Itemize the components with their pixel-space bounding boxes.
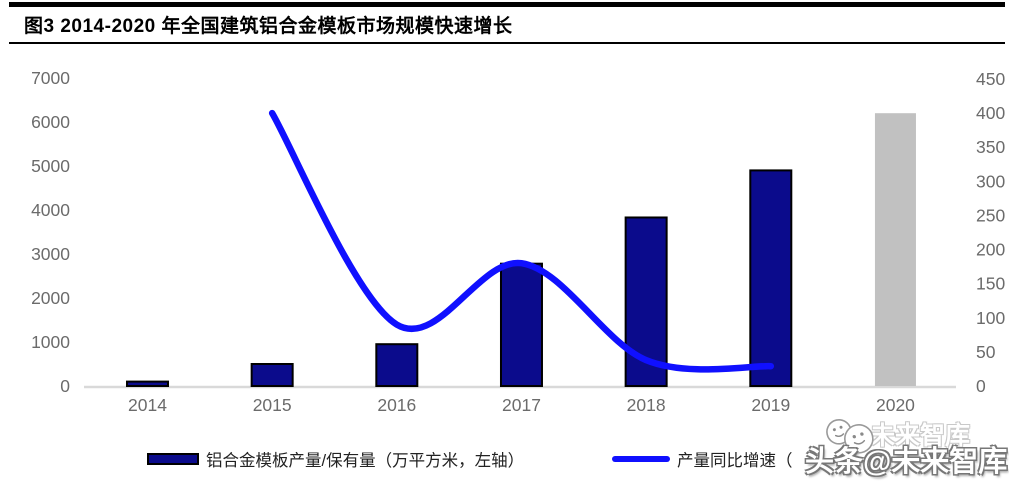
x-axis-tick-label: 2018 xyxy=(627,395,666,415)
x-axis-tick-label: 2014 xyxy=(128,395,167,415)
title-bottom-rule xyxy=(9,42,1005,44)
title-top-rule xyxy=(9,2,1005,7)
left-axis-tick-label: 2000 xyxy=(31,288,70,308)
legend-item-line: 产量同比增速（ xyxy=(612,447,793,471)
left-axis-tick-label: 4000 xyxy=(31,200,70,220)
bar-legend-swatch xyxy=(147,453,199,465)
legend-item-bars: 铝合金模板产量/保有量（万平方米，左轴） xyxy=(147,447,524,471)
production-bar xyxy=(250,363,294,387)
x-axis-tick-label: 2017 xyxy=(502,395,541,415)
watermark-small-text: 未来智库 xyxy=(870,422,971,450)
production-bar xyxy=(499,262,543,387)
right-axis-tick-label: 150 xyxy=(976,274,1005,294)
left-axis-tick-label: 5000 xyxy=(31,156,70,176)
x-axis-tick-label: 2019 xyxy=(751,395,790,415)
line-legend-label: 产量同比增速（ xyxy=(677,452,793,470)
figure-title: 图3 2014-2020 年全国建筑铝合金模板市场规模快速增长 xyxy=(24,16,513,37)
right-axis-tick-label: 250 xyxy=(976,205,1005,225)
left-axis-tick-label: 7000 xyxy=(31,68,70,88)
right-axis-tick-label: 50 xyxy=(976,342,996,362)
right-axis-tick-label: 350 xyxy=(976,137,1005,157)
x-axis-tick-label: 2015 xyxy=(253,395,292,415)
toutiao-smiley-icon xyxy=(826,418,874,454)
forecast-bar xyxy=(874,113,916,386)
x-axis-tick-label: 2020 xyxy=(876,395,915,415)
left-axis-tick-label: 1000 xyxy=(31,332,70,352)
x-axis-tick-label: 2016 xyxy=(377,395,416,415)
production-bar xyxy=(375,343,419,388)
production-bar xyxy=(749,169,793,387)
left-axis-tick-label: 3000 xyxy=(31,244,70,264)
production-bar xyxy=(126,380,169,388)
left-axis-tick-label: 0 xyxy=(60,376,70,396)
right-axis-tick-label: 100 xyxy=(976,308,1005,328)
right-axis-tick-label: 400 xyxy=(976,103,1005,123)
right-axis-tick-label: 300 xyxy=(976,171,1005,191)
watermark-main-text: 头条@未来智库 xyxy=(805,446,1008,478)
bar-legend-label: 铝合金模板产量/保有量（万平方米，左轴） xyxy=(206,452,525,470)
line-legend-swatch xyxy=(612,456,670,462)
left-axis-tick-label: 6000 xyxy=(31,112,70,132)
right-axis-tick-label: 450 xyxy=(976,69,1005,89)
growth-rate-line xyxy=(268,109,775,373)
right-axis-tick-label: 200 xyxy=(976,240,1005,260)
right-axis-tick-label: 0 xyxy=(976,376,986,396)
